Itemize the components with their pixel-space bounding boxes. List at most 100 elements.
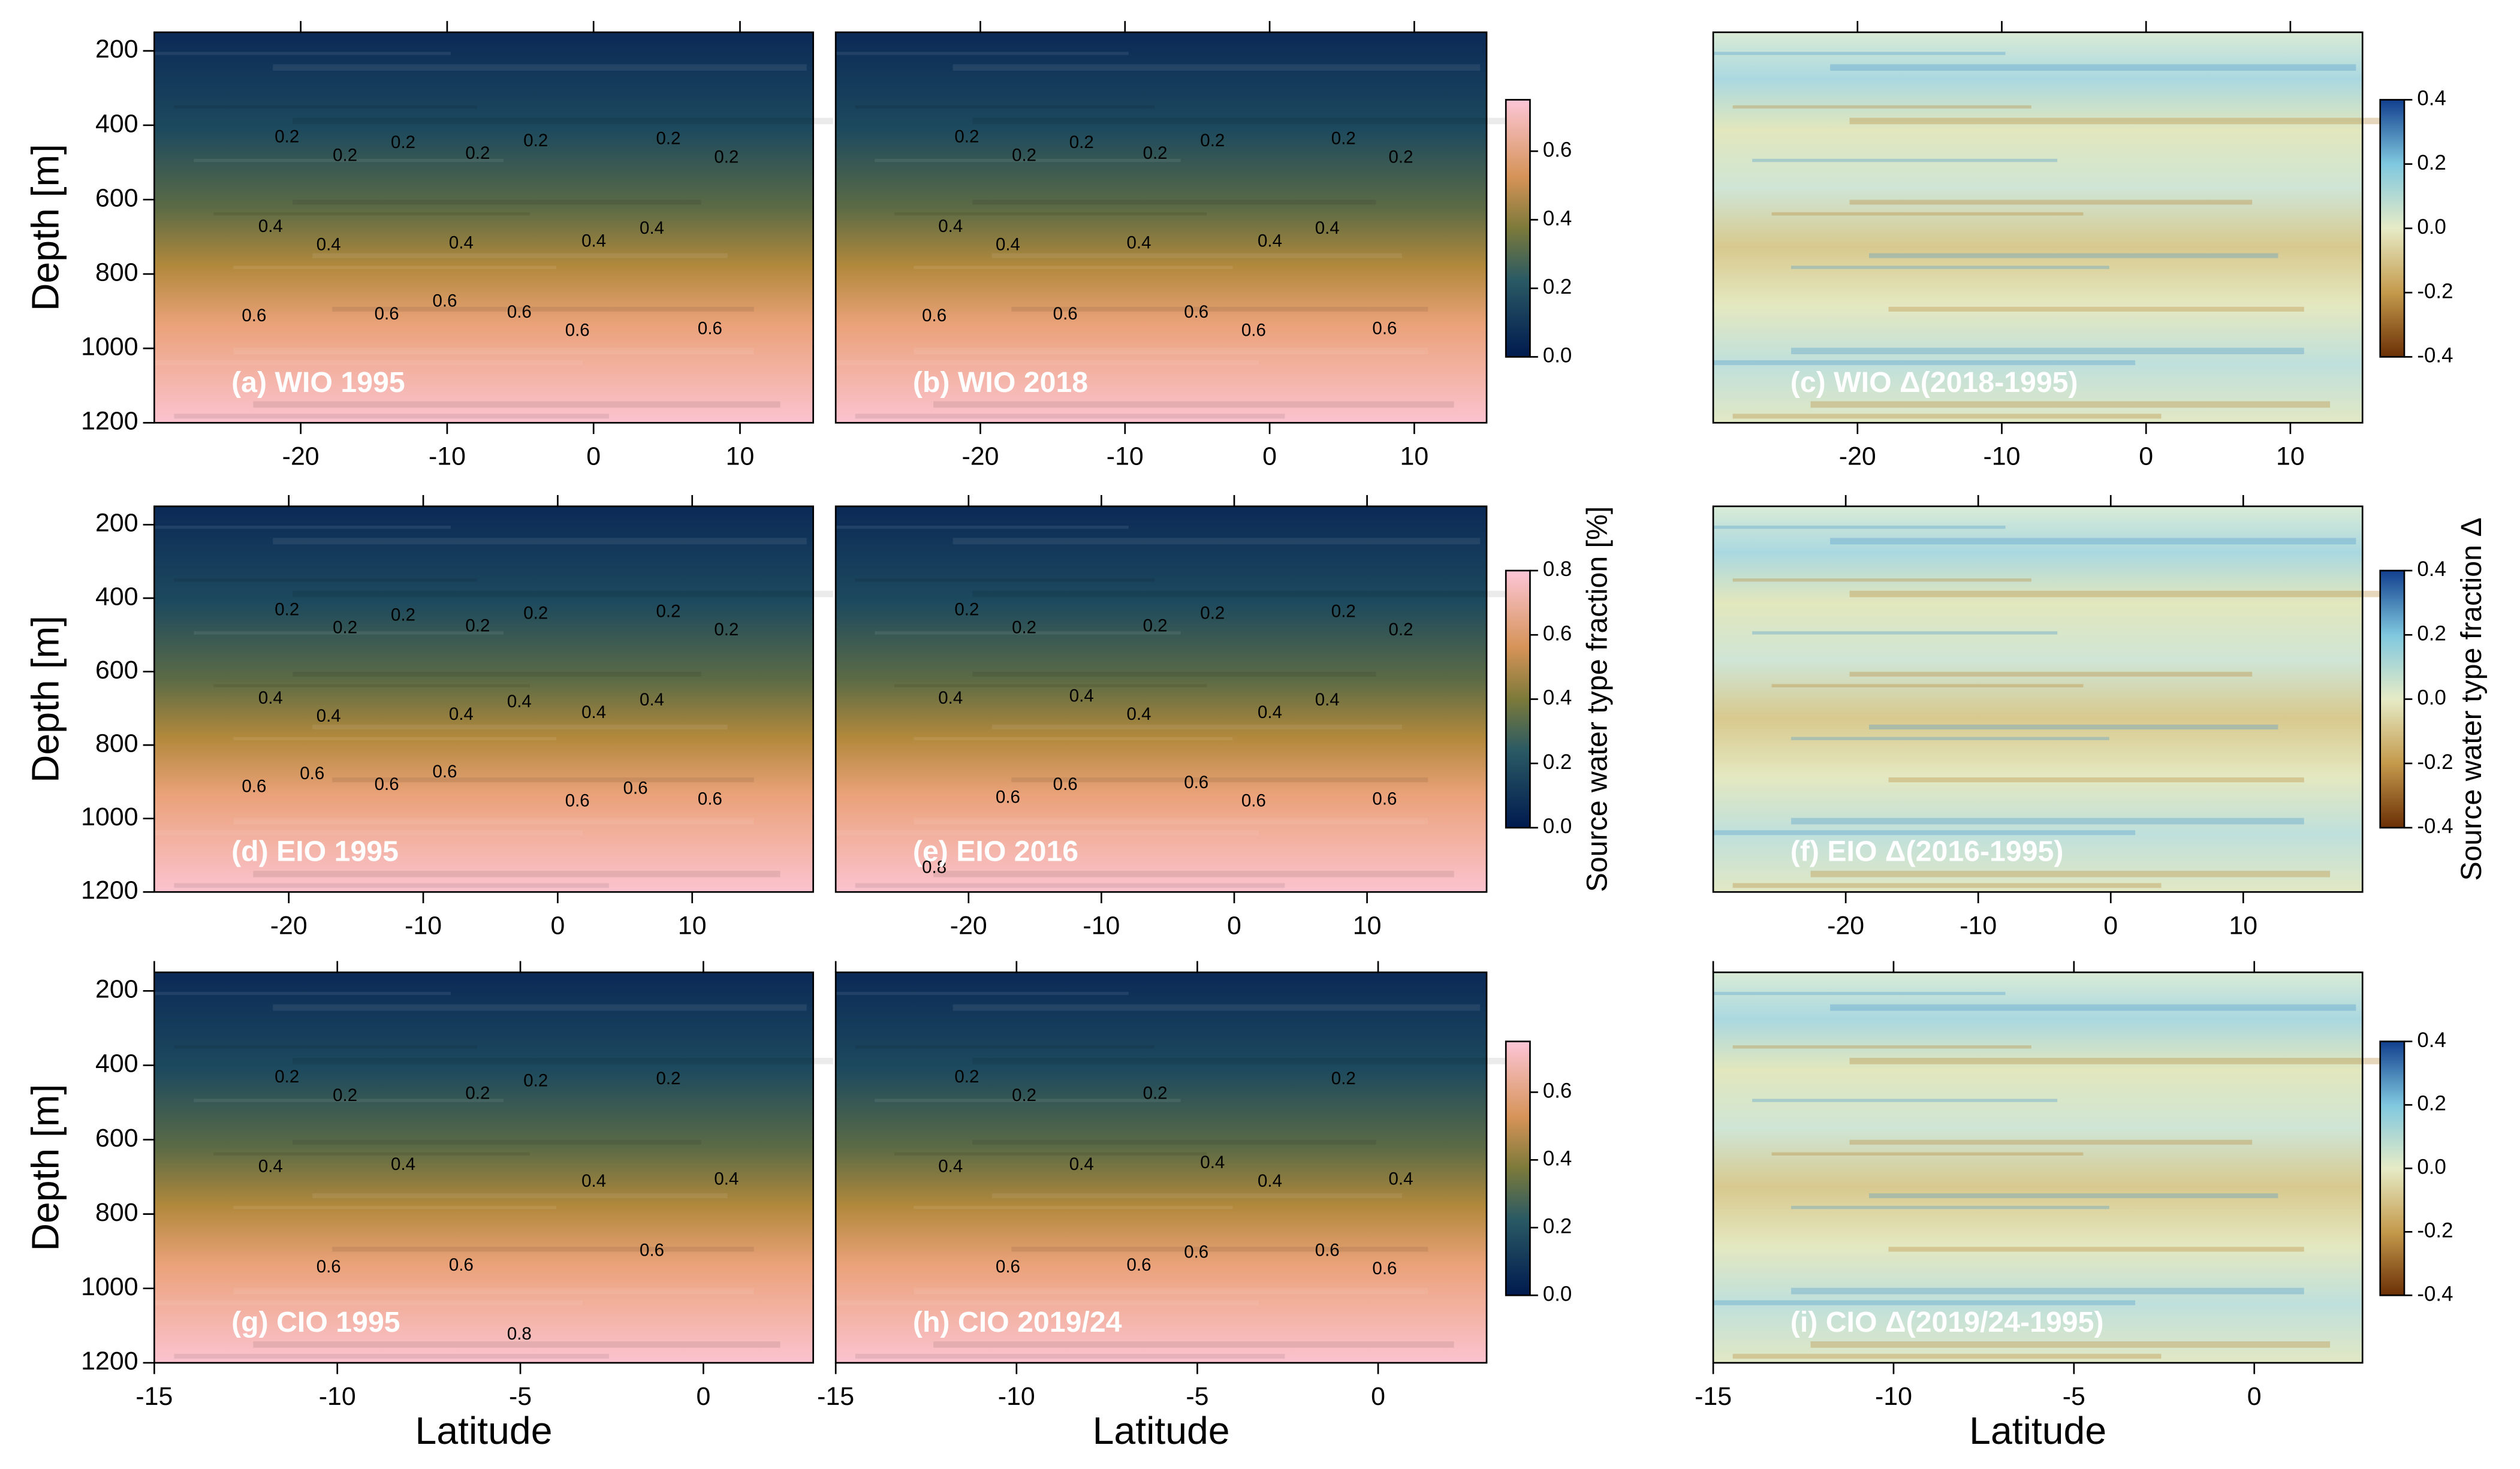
- contour-label: 0.2: [275, 127, 299, 147]
- heatmap-streak: [1869, 253, 2278, 258]
- contour-label: 0.6: [375, 304, 399, 324]
- x-tick-label: 0: [1227, 912, 1241, 940]
- heatmap-streak: [1732, 105, 2031, 109]
- y-tick-label: 200: [95, 35, 138, 64]
- colorbar-tick-label: -0.4: [2417, 344, 2453, 367]
- axes-frame: [834, 31, 1488, 424]
- colorbar: [1505, 99, 1531, 358]
- contour-label: 0.2: [523, 131, 548, 150]
- heatmap-streak: [174, 1353, 609, 1359]
- contour-label: 0.4: [1200, 1153, 1225, 1172]
- heatmap-streak: [273, 1004, 807, 1011]
- x-tick-label: -20: [270, 912, 308, 940]
- heatmap-streak: [894, 684, 1207, 687]
- x-tick-label: -10: [1875, 1382, 1912, 1411]
- heatmap-streak: [233, 818, 754, 825]
- colorbar-tick-label: 0.6: [1543, 138, 1572, 161]
- contour-label: 0.8: [922, 857, 946, 877]
- contour-label: 0.4: [1258, 231, 1282, 251]
- contour-label: 0.4: [1126, 233, 1151, 253]
- x-tick-label: 0: [697, 1382, 711, 1411]
- heatmap-streak: [952, 538, 1481, 545]
- heatmap-streak: [1830, 64, 2356, 71]
- colorbar-tick-label: -0.2: [2417, 1219, 2453, 1242]
- heatmap-streak: [1713, 830, 2136, 835]
- contour-label: 0.2: [333, 618, 357, 638]
- contour-label: 0.2: [656, 1069, 680, 1088]
- heatmap-streak: [213, 212, 530, 216]
- heatmap-streak: [1771, 684, 2084, 687]
- contour-label: 0.6: [640, 1240, 664, 1260]
- x-tick-label: -20: [950, 912, 987, 940]
- heatmap-streak: [914, 1287, 1428, 1295]
- heatmap-streak: [1810, 401, 2331, 408]
- contour-label: 0.2: [465, 616, 490, 636]
- heatmap-streak: [836, 830, 1259, 835]
- contour-label: 0.2: [1143, 143, 1168, 163]
- heatmap-streak: [933, 1341, 1454, 1348]
- contour-label: 0.4: [1069, 686, 1094, 706]
- colorbar: [1505, 569, 1531, 829]
- x-tick-label: 0: [2139, 442, 2153, 471]
- contour-label: 0.4: [258, 1156, 283, 1176]
- contour-label: 0.2: [1069, 132, 1094, 152]
- heatmap-streak: [855, 1353, 1285, 1359]
- heatmap-streak: [914, 1205, 1233, 1209]
- heatmap-field: [836, 32, 1487, 423]
- heatmap-streak: [1713, 991, 2006, 996]
- x-tick-label: -15: [817, 1382, 854, 1411]
- contour-label: 0.2: [714, 620, 738, 640]
- contour-label: 0.6: [623, 778, 648, 798]
- heatmap-streak: [836, 525, 1129, 529]
- contour-label: 0.4: [581, 231, 606, 251]
- heatmap-streak: [914, 818, 1428, 825]
- colorbar-tick-label: 0.0: [2417, 1156, 2446, 1179]
- heatmap-streak: [154, 52, 451, 55]
- heatmap-streak: [875, 158, 1181, 162]
- x-tick-label: -10: [1083, 912, 1120, 940]
- x-axis-label: Latitude: [1969, 1409, 2106, 1452]
- heatmap-streak: [174, 578, 478, 582]
- x-axis-label: Latitude: [415, 1409, 553, 1452]
- heatmap-streak: [233, 348, 754, 354]
- heatmap-streak: [154, 830, 583, 835]
- contour-label: 0.4: [714, 1169, 738, 1189]
- contour-label: 0.4: [1258, 702, 1282, 722]
- heatmap-streak: [1011, 306, 1428, 312]
- x-tick-label: 10: [678, 912, 707, 940]
- heatmap-streak: [1713, 525, 2006, 529]
- x-tick-label: 10: [1400, 442, 1429, 471]
- contour-label: 0.2: [275, 599, 299, 619]
- heatmap-streak: [1888, 306, 2304, 312]
- heatmap-streak: [991, 724, 1402, 730]
- heatmap-streak: [952, 1004, 1481, 1011]
- heatmap-streak: [1849, 590, 2382, 598]
- heatmap-streak: [952, 64, 1481, 71]
- heatmap-streak: [933, 401, 1454, 408]
- contour-label: 0.6: [996, 787, 1020, 807]
- heatmap-field: [836, 972, 1487, 1363]
- heatmap-streak: [332, 306, 754, 312]
- heatmap-streak: [972, 200, 1376, 205]
- colorbar-tick-label: 0.2: [2417, 151, 2446, 174]
- y-tick-label: 1200: [81, 876, 138, 905]
- contour-label: 0.6: [433, 762, 457, 782]
- contour-label: 0.4: [996, 235, 1020, 255]
- heatmap-streak: [154, 1300, 583, 1305]
- panel-title: (c) WIO Δ(2018-1995): [1790, 366, 2078, 399]
- contour-label: 0.6: [1315, 1240, 1340, 1260]
- colorbar-tick-label: 0.2: [1543, 1214, 1572, 1238]
- contour-label: 0.6: [1184, 302, 1208, 322]
- contour-label: 0.2: [391, 605, 415, 625]
- axes-frame: [834, 505, 1488, 893]
- colorbar: [2379, 1040, 2406, 1296]
- y-tick-label: 600: [95, 1124, 138, 1153]
- y-axis-label: Depth [m]: [23, 1084, 67, 1251]
- colorbar-tick-label: 0.4: [1543, 207, 1572, 230]
- heatmap-field: [1713, 32, 2363, 423]
- contour-label: 0.6: [507, 302, 532, 322]
- x-tick-label: -10: [429, 442, 466, 471]
- heatmap-streak: [154, 360, 583, 366]
- heatmap-streak: [1752, 158, 2058, 162]
